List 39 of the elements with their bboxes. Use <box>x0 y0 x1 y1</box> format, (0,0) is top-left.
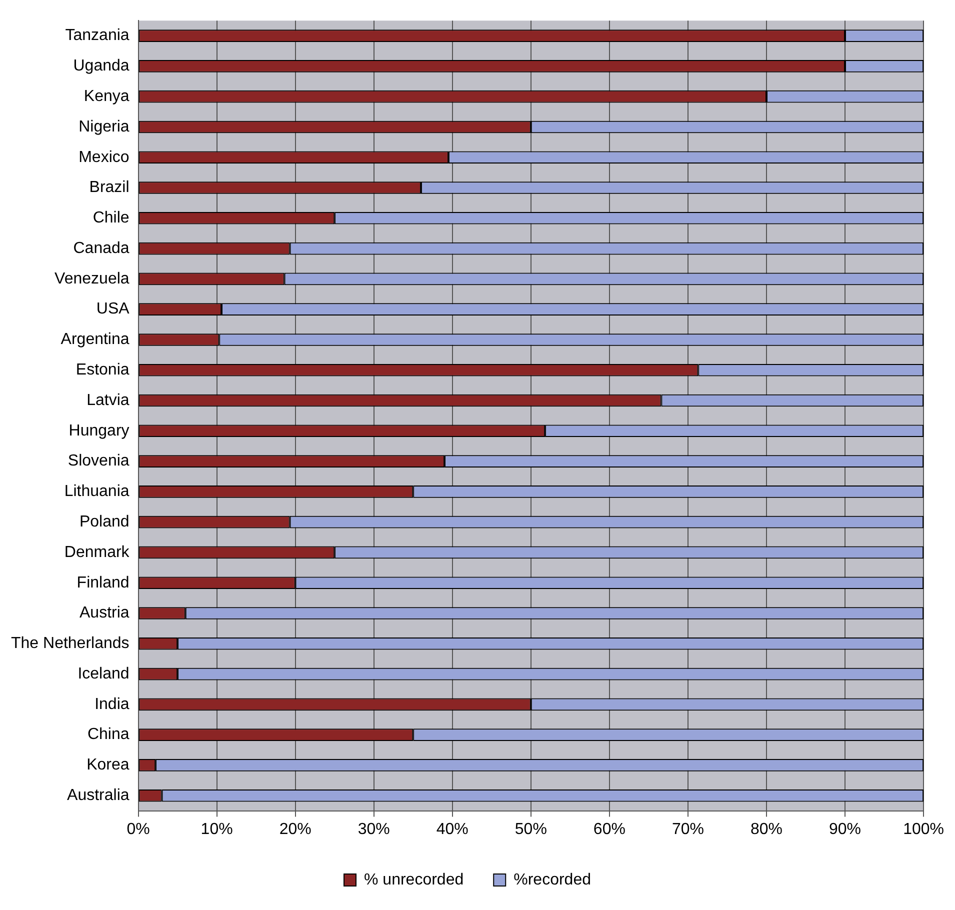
x-tick-label: 30% <box>358 820 390 838</box>
y-tick-label: Korea <box>86 756 130 774</box>
x-tick-label: 20% <box>279 820 312 838</box>
legend-label: %recorded <box>514 871 591 888</box>
x-tick-label: 80% <box>750 820 783 838</box>
x-tick-label: 90% <box>829 820 862 838</box>
y-tick-label: Canada <box>73 240 130 257</box>
y-tick-label: Poland <box>79 513 130 530</box>
x-tick-label: 10% <box>200 820 233 838</box>
x-tick-label: 0% <box>126 820 150 838</box>
y-tick-label: Venezuela <box>54 270 130 288</box>
x-tick-label: 40% <box>436 820 468 838</box>
y-tick-label: Tanzania <box>65 27 130 44</box>
y-tick-label: Finland <box>76 574 130 592</box>
x-tick-label: 100% <box>903 820 944 838</box>
y-tick-label: Lithuania <box>64 483 130 500</box>
y-tick-label: The Netherlands <box>10 635 130 652</box>
y-tick-label: Estonia <box>76 362 130 379</box>
y-tick-label: Nigeria <box>78 118 130 136</box>
y-tick-label: Australia <box>67 787 130 804</box>
y-tick-label: USA <box>96 300 130 318</box>
y-tick-label: Uganda <box>73 58 130 75</box>
y-tick-label: Austria <box>79 604 130 622</box>
y-tick-label: China <box>87 726 130 744</box>
y-tick-label: Iceland <box>78 665 130 682</box>
x-tick-label: 70% <box>672 820 704 838</box>
y-tick-label: Denmark <box>64 544 130 561</box>
y-tick-label: Mexico <box>78 148 130 166</box>
x-tick-label: 60% <box>593 820 626 838</box>
y-tick-label: Hungary <box>68 422 130 440</box>
y-tick-label: Kenya <box>84 88 130 105</box>
x-tick-label: 50% <box>514 820 547 838</box>
y-tick-label: Brazil <box>89 179 130 196</box>
y-tick-label: Chile <box>92 210 130 227</box>
legend-label: % unrecorded <box>364 871 464 888</box>
y-tick-label: Latvia <box>86 392 130 409</box>
y-tick-label: Argentina <box>60 331 130 348</box>
y-tick-label: India <box>94 696 130 713</box>
y-tick-label: Slovenia <box>68 452 130 470</box>
